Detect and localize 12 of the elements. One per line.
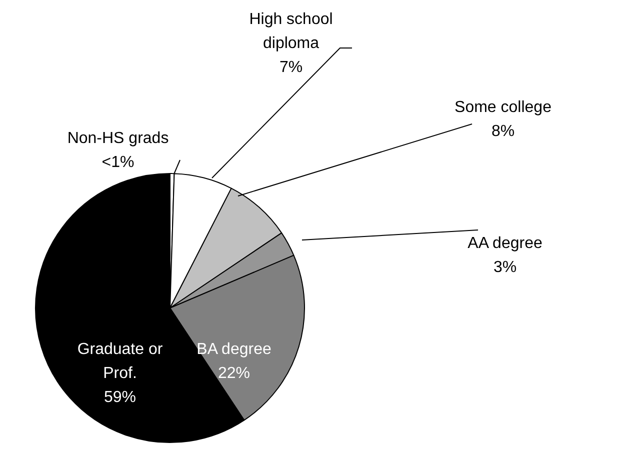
data-label: 59%: [104, 389, 136, 406]
data-label: 7%: [279, 59, 303, 76]
data-label: 22%: [218, 365, 250, 382]
slice-label: Graduate or Prof.: [77, 341, 164, 382]
slice-label: Some college: [454, 99, 552, 116]
data-label: 8%: [491, 123, 515, 140]
data-label: 3%: [493, 259, 517, 276]
data-label: <1%: [102, 154, 134, 171]
slice-label: AA degree: [468, 235, 542, 252]
slice-label: High school diploma: [249, 11, 333, 52]
slice-label: BA degree: [196, 341, 272, 358]
slice-label: Non-HS grads: [67, 130, 169, 147]
